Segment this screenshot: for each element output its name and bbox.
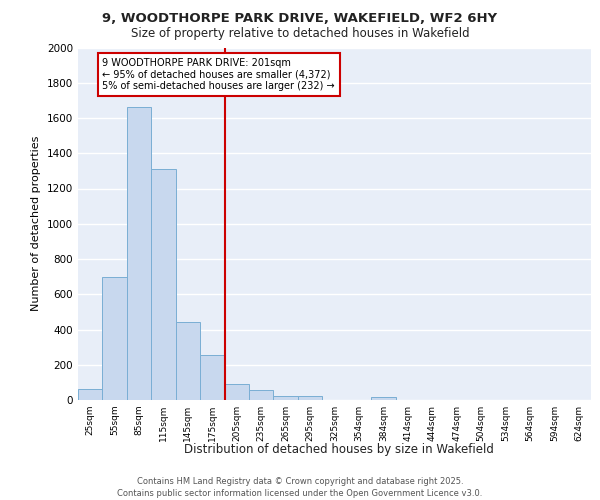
Bar (151, 169, 176, 400)
Bar (371, 398, 395, 400)
Bar (103, 276, 127, 400)
Text: Contains HM Land Registry data © Crown copyright and database right 2025.
Contai: Contains HM Land Registry data © Crown c… (118, 476, 482, 498)
Bar (78, 388, 103, 400)
Bar (274, 396, 298, 400)
Bar (200, 355, 224, 400)
Y-axis label: Number of detached properties: Number of detached properties (31, 136, 41, 312)
Bar (298, 396, 322, 400)
Bar (127, 108, 151, 400)
Bar (176, 322, 200, 400)
Bar (224, 384, 249, 400)
Text: 9 WOODTHORPE PARK DRIVE: 201sqm
← 95% of detached houses are smaller (4,372)
5% : 9 WOODTHORPE PARK DRIVE: 201sqm ← 95% of… (103, 58, 335, 92)
Text: 9, WOODTHORPE PARK DRIVE, WAKEFIELD, WF2 6HY: 9, WOODTHORPE PARK DRIVE, WAKEFIELD, WF2… (103, 12, 497, 26)
Text: Size of property relative to detached houses in Wakefield: Size of property relative to detached ho… (131, 28, 469, 40)
Text: Distribution of detached houses by size in Wakefield: Distribution of detached houses by size … (184, 442, 494, 456)
Bar (249, 390, 274, 400)
